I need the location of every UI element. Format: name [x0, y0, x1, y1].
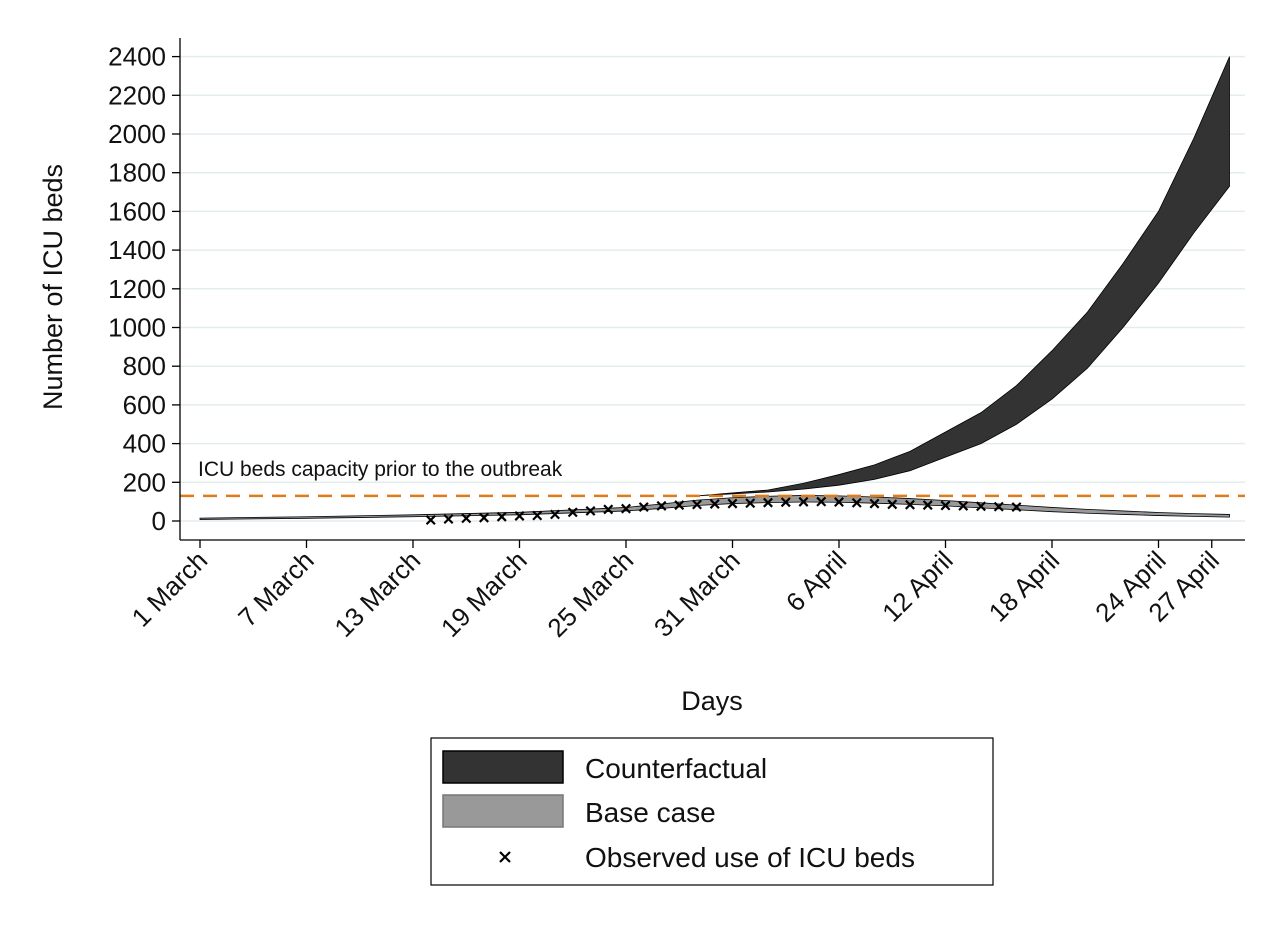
legend-label-counterfactual: Counterfactual	[585, 753, 767, 784]
observed-point	[638, 502, 649, 513]
gridlines	[180, 55, 1245, 522]
legend-label-observed: Observed use of ICU beds	[585, 842, 915, 873]
legend-swatch-base-case	[442, 794, 564, 828]
y-tick-label: 1600	[108, 196, 166, 226]
observed-point	[603, 504, 614, 515]
observed-point	[816, 496, 827, 507]
observed-point	[745, 498, 756, 509]
x-axis-title: Days	[681, 686, 743, 716]
y-tick-label: 0	[152, 506, 166, 536]
observed-point	[709, 498, 720, 509]
y-tick-label: 200	[123, 467, 166, 497]
observed-point	[887, 499, 898, 510]
y-tick-label: 1400	[108, 235, 166, 265]
observed-point	[443, 514, 454, 525]
observed-point	[922, 500, 933, 511]
observed-point	[621, 503, 631, 514]
y-tick-labels: 0 200 400 600 800 1000 1200 1400 1600 1800 2000 220…	[108, 42, 166, 536]
observed-point	[976, 501, 986, 512]
observed-point	[496, 511, 507, 522]
series-areas	[199, 56, 1230, 520]
y-tick-label: 600	[123, 390, 166, 420]
y-tick-label: 400	[123, 429, 166, 459]
observed-point	[532, 510, 543, 521]
legend: Counterfactual Base case Observed use of I…	[430, 737, 994, 886]
y-tick-label: 2000	[108, 119, 166, 149]
observed-point	[514, 510, 525, 521]
observed-point	[1011, 502, 1022, 513]
observed-point	[461, 513, 472, 524]
observed-point	[567, 507, 578, 518]
observed-point	[550, 509, 560, 520]
legend-marker-observed	[499, 851, 511, 863]
observed-point	[425, 515, 436, 526]
y-tick-label: 800	[123, 351, 166, 381]
legend-label-base-case: Base case	[585, 797, 716, 828]
observed-point	[940, 500, 951, 511]
observed-point	[763, 497, 773, 508]
y-tick-label: 1200	[108, 274, 166, 304]
observed-point	[656, 500, 667, 511]
y-tick-label: 2400	[108, 42, 166, 72]
observed-point	[834, 497, 844, 508]
observed-point	[958, 500, 969, 511]
observed-point	[692, 499, 702, 510]
y-axis-title: Number of ICU beds	[38, 164, 68, 410]
legend-swatch-counterfactual	[442, 750, 564, 784]
base-case-band	[199, 495, 1230, 520]
observed-point	[869, 498, 880, 509]
observed-point	[905, 499, 915, 510]
observed-point	[674, 500, 685, 511]
observed-point	[851, 497, 862, 508]
observed-point	[727, 498, 738, 509]
y-tick-label: 1800	[108, 158, 166, 188]
observed-point	[585, 505, 596, 516]
observed-point	[479, 512, 489, 523]
capacity-annotation: ICU beds capacity prior to the outbreak	[198, 458, 563, 481]
observed-point	[993, 501, 1004, 512]
observed-markers	[425, 496, 1022, 526]
capacity-line-group: ICU beds capacity prior to the outbreak	[180, 458, 1245, 498]
axes	[172, 38, 1245, 548]
observed-point	[780, 497, 791, 508]
y-tick-label: 2200	[108, 80, 166, 110]
y-tick-label: 1000	[108, 313, 166, 343]
observed-point	[798, 496, 809, 507]
counterfactual-band	[696, 56, 1230, 497]
